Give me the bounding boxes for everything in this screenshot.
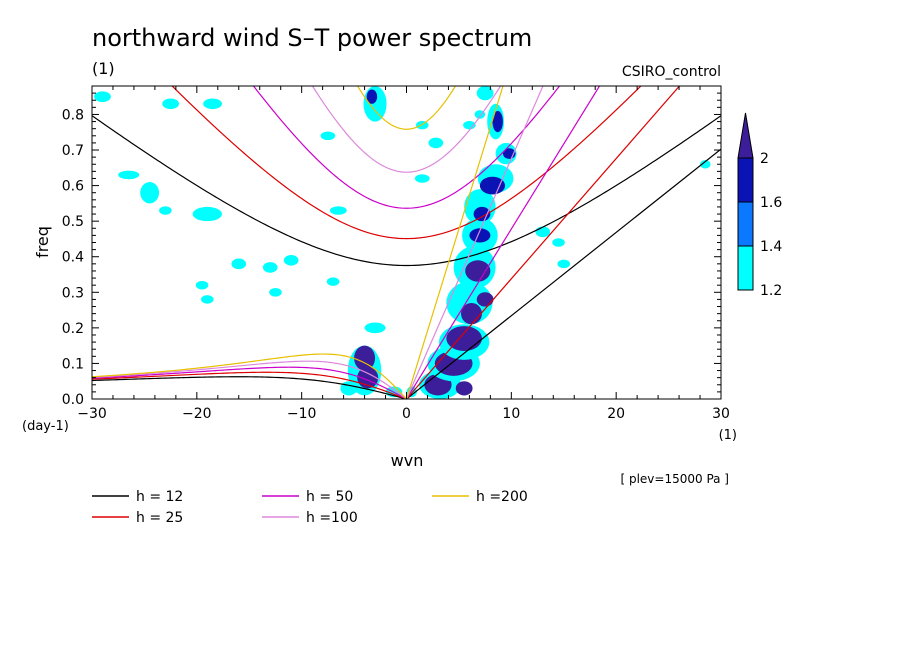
colorbar-label: 1.6 [760,195,782,211]
y-tick-label: 0.0 [62,392,84,408]
spectral-peak-19 [428,137,444,149]
legend-label: h = 12 [136,489,183,505]
x-axis-label: wvn [391,451,424,470]
spectral-peak-9 [201,295,214,304]
colorbar-label: 1.4 [760,239,782,255]
gravity-curve-h25 [171,86,642,240]
x-tick-label: 30 [712,406,730,422]
rossby-curve-h200 [92,353,407,399]
x-tick-label: −30 [77,406,107,422]
spectral-peak-13 [320,131,336,141]
axes: −30 −20 −10 0 10 20 30 0.0 0.1 0.2 0.3 0.4 0.5 0.6 0.7… [62,86,730,422]
legend-label: h = 25 [136,510,183,526]
rossby-curve-h100 [92,360,407,399]
spectral-peak-25 [557,259,571,269]
x-tick-label: −20 [182,406,212,422]
chart-subtitle-left: (1) [92,59,115,78]
kelvin-curve-h25 [406,86,681,399]
spectral-peak-31 [340,381,358,396]
gravity-curve-h50 [252,86,561,209]
y-tick-label: 0.7 [62,143,84,159]
spectrum-shading [94,86,711,399]
y-tick-label: 0.2 [62,321,84,337]
y-axis-label: freq [33,226,52,258]
y-tick-label: 0.6 [62,179,84,195]
spectral-peak-29 [354,345,376,371]
chart-subtitle-right: CSIRO_control [622,64,721,80]
spectral-peak-39 [446,326,482,351]
colorbar-label: 1.2 [760,283,782,299]
y-unit-label: (day-1) [22,419,69,434]
spectral-peak-14 [329,206,347,215]
colorbar-box [737,245,754,291]
chart-title: northward wind S–T power spectrum [92,24,532,52]
spectral-peak-10 [262,262,278,273]
rossby-curve-h25 [92,371,407,399]
legend-label: h =100 [306,510,358,526]
spectral-peak-50 [479,176,506,195]
spectral-peak-26 [700,159,711,169]
spectral-peak-44 [465,260,491,282]
gravity-curve-h100 [311,86,502,173]
dispersion-curves [92,86,721,399]
x-tick-label: −10 [287,406,317,422]
spectral-peak-18 [414,174,430,183]
spectral-peak-1 [140,182,160,204]
spectral-peak-7 [231,258,247,270]
spectral-peak-2 [118,170,140,180]
spectral-peak-12 [269,288,282,297]
rossby-curve-h12 [92,376,407,399]
level-note: [ plev=15000 Pa ] [620,472,729,486]
colorbar-label: 2 [760,151,769,167]
spectral-peak-17 [366,89,378,104]
colorbar: 1.2 1.4 1.6 2 [737,112,782,299]
y-tick-label: 0.4 [62,250,84,266]
spectral-peak-30 [357,366,379,389]
spectral-peak-0 [94,91,111,103]
spectral-peak-11 [283,254,299,266]
rossby-curve-h50 [92,366,407,399]
spectral-peak-6 [159,206,172,215]
kelvin-curve-h50 [405,86,601,399]
colorbar-cap [737,112,754,159]
legend: h = 12 h = 25 h = 50 h =100 h =200 [92,489,528,526]
kelvin-curve-h100 [405,86,544,399]
spectral-peak-5 [192,206,222,222]
spectral-peak-46 [469,228,491,243]
y-tick-label: 0.1 [62,356,84,372]
spectral-peak-23 [535,226,551,238]
colorbar-box [737,201,754,247]
legend-label: h =200 [476,489,528,505]
y-tick-label: 0.3 [62,285,84,301]
y-tick-label: 0.5 [62,214,84,230]
spectral-peak-54 [492,110,503,133]
x-tick-label: 10 [502,406,520,422]
spectral-peak-22 [463,120,476,130]
x-tick-label: 20 [607,406,625,422]
plot-frame [91,85,722,400]
spectral-peak-15 [326,277,340,286]
colorbar-box [737,157,754,203]
kelvin-curve-h200 [405,86,504,399]
spectral-peak-8 [195,280,209,290]
gravity-curve-h200 [356,86,457,130]
spectral-peak-3 [162,98,180,110]
spectral-peak-42 [476,292,494,307]
kelvin-curve-h12 [406,148,721,399]
spectral-peak-55 [455,381,473,396]
x-tick-label: 0 [402,406,411,422]
spectral-peak-4 [203,98,222,110]
x-unit-label: (1) [719,428,737,443]
spectral-peak-24 [552,238,565,247]
spectral-peak-21 [476,86,494,101]
y-tick-label: 0.8 [62,107,84,123]
legend-label: h = 50 [306,489,353,505]
spectral-peak-27 [364,322,386,334]
gravity-curve-h12 [92,115,721,267]
